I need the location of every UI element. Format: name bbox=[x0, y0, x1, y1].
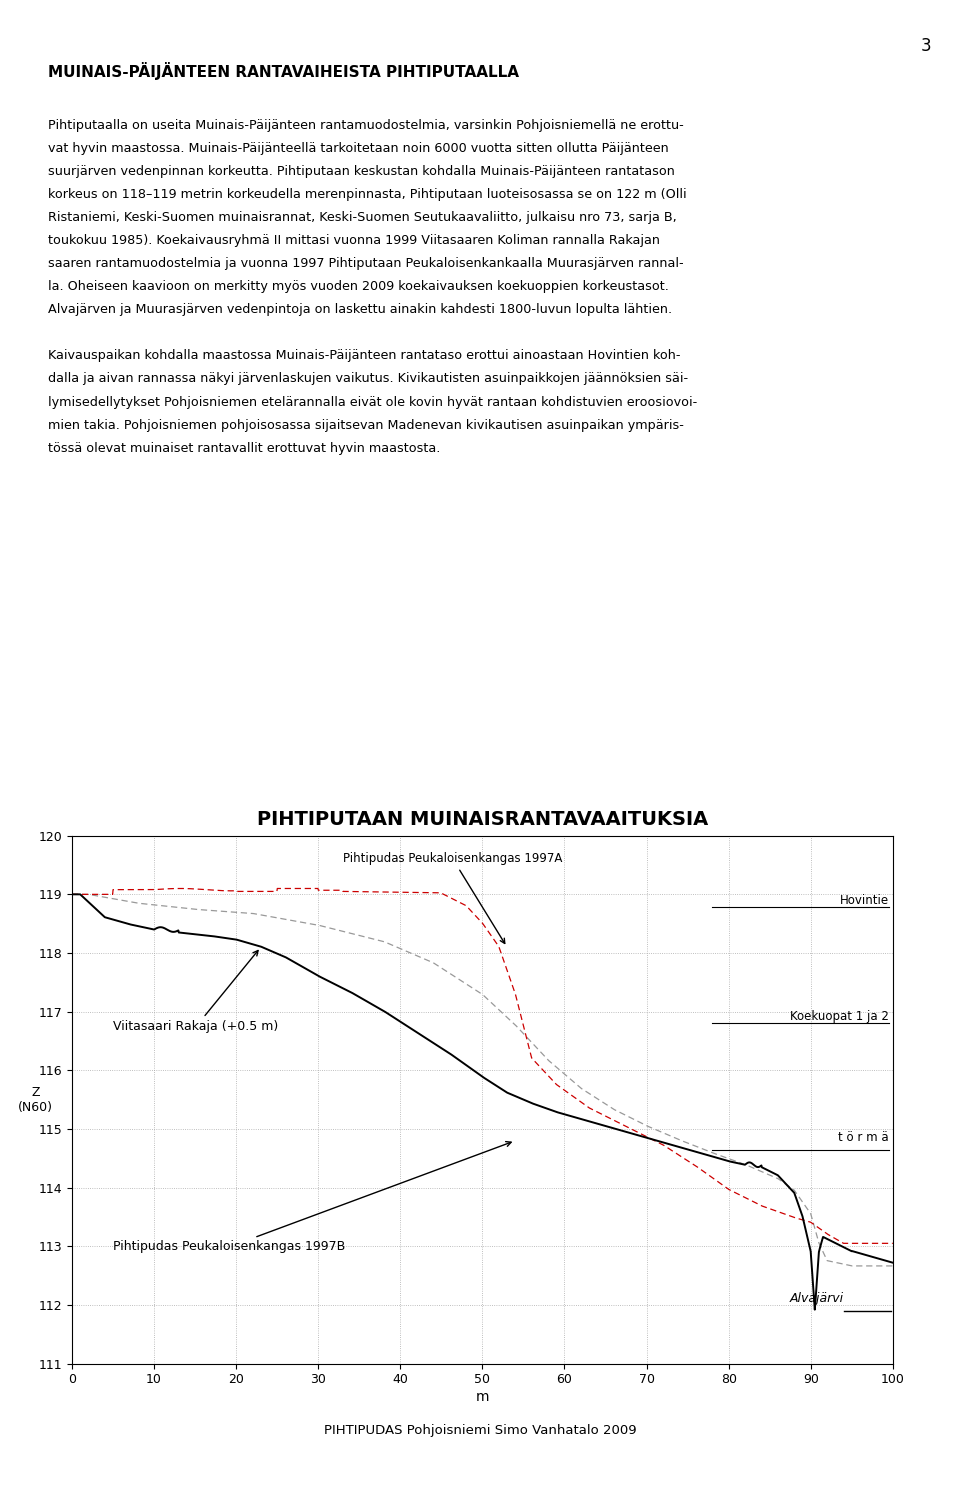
Text: lymisedellytykset Pohjoisniemen etelärannalla eivät ole kovin hyvät rantaan kohd: lymisedellytykset Pohjoisniemen eteläran… bbox=[48, 396, 697, 409]
Text: la. Oheiseen kaavioon on merkitty myös vuoden 2009 koekaivauksen koekuoppien kor: la. Oheiseen kaavioon on merkitty myös v… bbox=[48, 281, 669, 293]
Text: vat hyvin maastossa. Muinais-Päijänteellä tarkoitetaan noin 6000 vuotta sitten o: vat hyvin maastossa. Muinais-Päijänteell… bbox=[48, 141, 669, 155]
Text: suurjärven vedenpinnan korkeutta. Pihtiputaan keskustan kohdalla Muinais-Päijänt: suurjärven vedenpinnan korkeutta. Pihtip… bbox=[48, 165, 675, 178]
Text: dalla ja aivan rannassa näkyi järvenlaskujen vaikutus. Kivikautisten asuinpaikko: dalla ja aivan rannassa näkyi järvenlask… bbox=[48, 372, 688, 385]
Text: Pihtiputaalla on useita Muinais-Päijänteen rantamuodostelmia, varsinkin Pohjoisn: Pihtiputaalla on useita Muinais-Päijänte… bbox=[48, 119, 684, 132]
Text: Koekuopat 1 ja 2: Koekuopat 1 ja 2 bbox=[790, 1010, 889, 1023]
Text: Hovintie: Hovintie bbox=[840, 894, 889, 907]
Y-axis label: Z
(N60): Z (N60) bbox=[18, 1086, 53, 1114]
Text: t ö r m ä: t ö r m ä bbox=[838, 1132, 889, 1145]
Text: MUINAIS-PÄIJÄNTEEN RANTAVAIHEISTA PIHTIPUTAALLA: MUINAIS-PÄIJÄNTEEN RANTAVAIHEISTA PIHTIP… bbox=[48, 62, 519, 80]
Text: Pihtipudas Peukaloisenkangas 1997B: Pihtipudas Peukaloisenkangas 1997B bbox=[113, 1142, 511, 1254]
Text: Alvajärvi: Alvajärvi bbox=[789, 1292, 844, 1306]
Text: mien takia. Pohjoisniemen pohjoisosassa sijaitsevan Madenevan kivikautisen asuin: mien takia. Pohjoisniemen pohjoisosassa … bbox=[48, 419, 684, 431]
Text: saaren rantamuodostelmia ja vuonna 1997 Pihtiputaan Peukaloisenkankaalla Muurasj: saaren rantamuodostelmia ja vuonna 1997 … bbox=[48, 257, 684, 271]
Text: korkeus on 118–119 metrin korkeudella merenpinnasta, Pihtiputaan luoteisosassa s: korkeus on 118–119 metrin korkeudella me… bbox=[48, 187, 686, 201]
Text: tössä olevat muinaiset rantavallit erottuvat hyvin maastosta.: tössä olevat muinaiset rantavallit erott… bbox=[48, 442, 441, 455]
Text: Kaivauspaikan kohdalla maastossa Muinais-Päijänteen rantataso erottui ainoastaan: Kaivauspaikan kohdalla maastossa Muinais… bbox=[48, 349, 681, 363]
Text: Pihtipudas Peukaloisenkangas 1997A: Pihtipudas Peukaloisenkangas 1997A bbox=[343, 852, 563, 943]
Text: toukokuu 1985). Koekaivausryhmä II mittasi vuonna 1999 Viitasaaren Koliman ranna: toukokuu 1985). Koekaivausryhmä II mitta… bbox=[48, 233, 660, 247]
Text: Ristaniemi, Keski-Suomen muinaisrannat, Keski-Suomen Seutukaavaliitto, julkaisu : Ristaniemi, Keski-Suomen muinaisrannat, … bbox=[48, 211, 677, 225]
Text: PIHTIPUDAS Pohjoisniemi Simo Vanhatalo 2009: PIHTIPUDAS Pohjoisniemi Simo Vanhatalo 2… bbox=[324, 1425, 636, 1436]
Title: PIHTIPUTAAN MUINAISRANTAVAAITUKSIA: PIHTIPUTAAN MUINAISRANTAVAAITUKSIA bbox=[256, 809, 708, 828]
Text: Viitasaari Rakaja (+0.5 m): Viitasaari Rakaja (+0.5 m) bbox=[113, 950, 278, 1033]
Text: Alvajärven ja Muurasjärven vedenpintoja on laskettu ainakin kahdesti 1800-luvun : Alvajärven ja Muurasjärven vedenpintoja … bbox=[48, 303, 672, 317]
Text: 3: 3 bbox=[921, 37, 931, 55]
X-axis label: m: m bbox=[475, 1390, 490, 1404]
